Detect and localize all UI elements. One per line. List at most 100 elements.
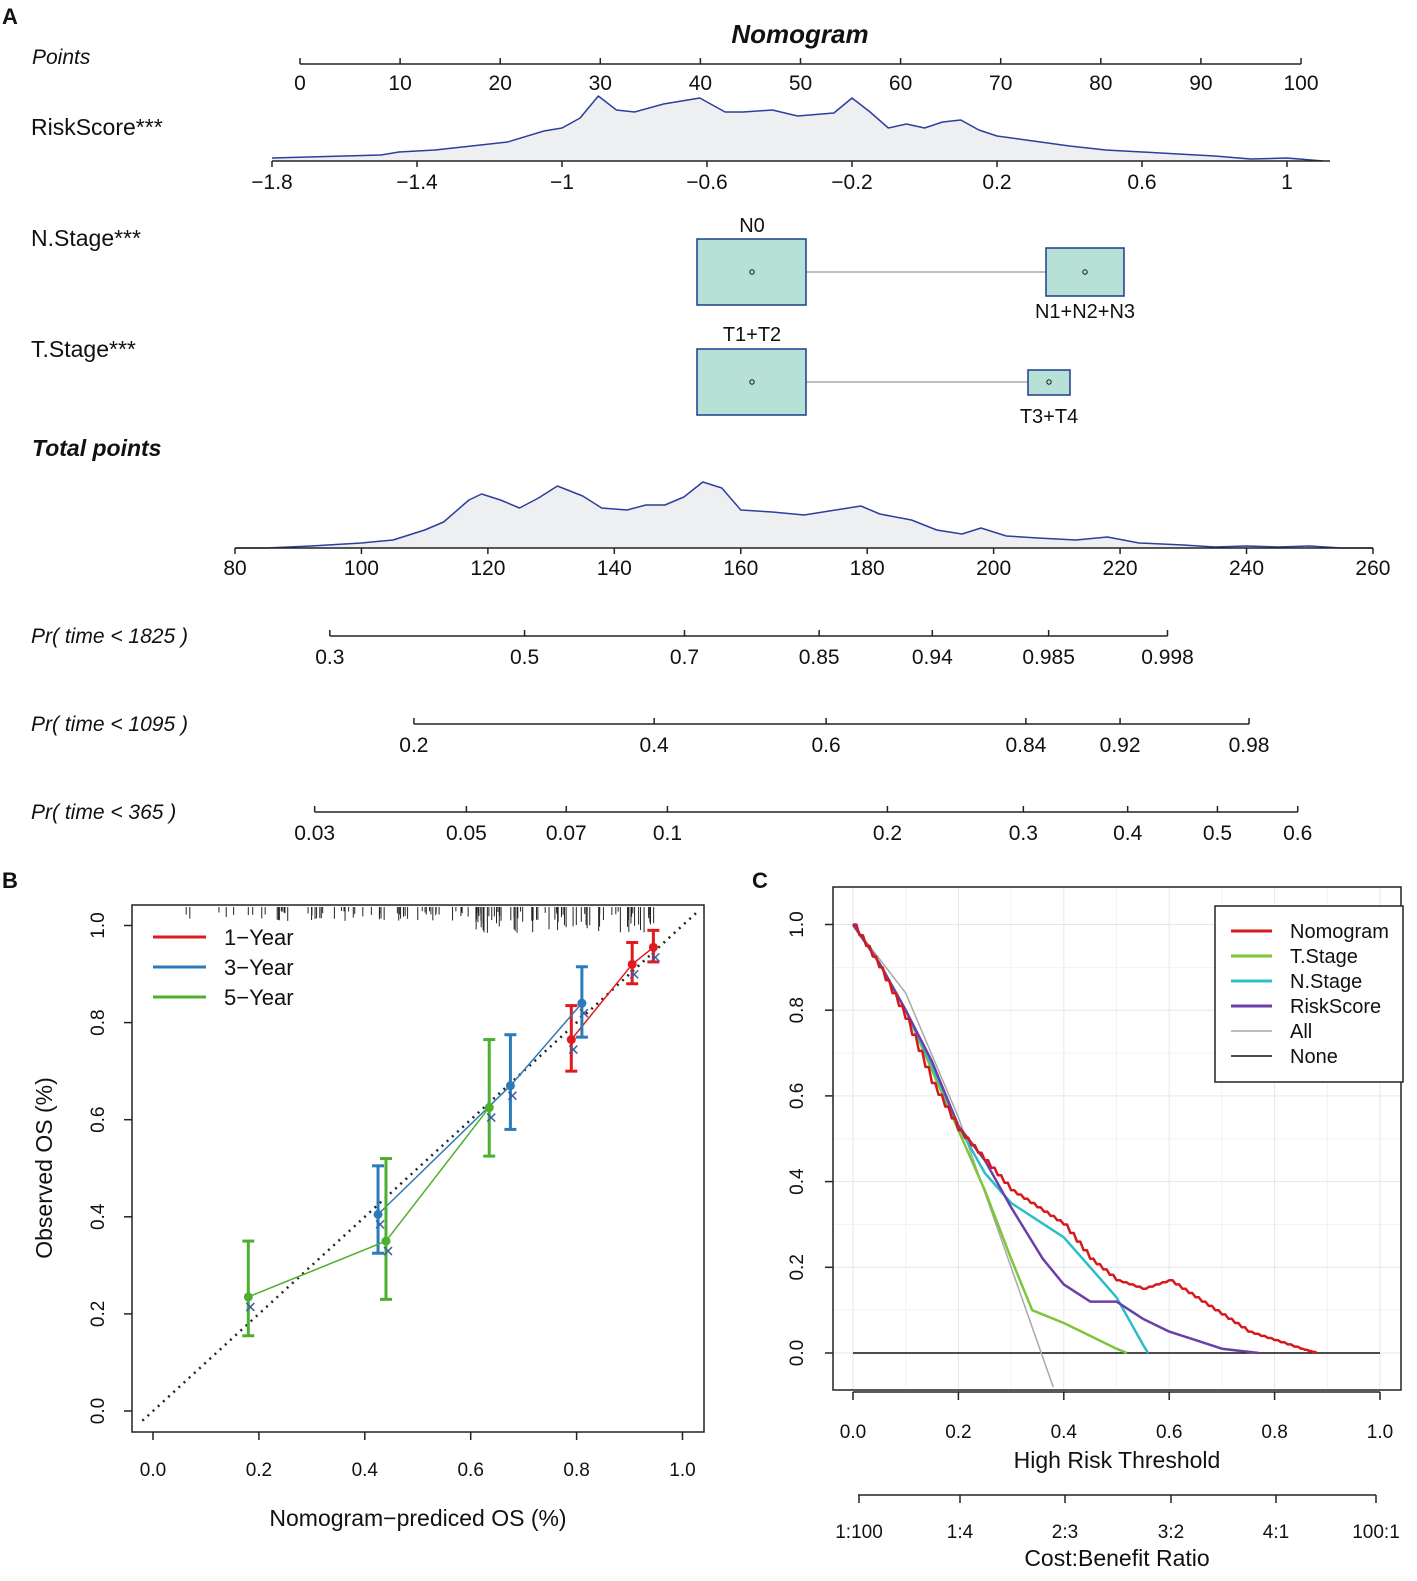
dca-curve-0 xyxy=(853,923,1318,1355)
dca-legend-label: None xyxy=(1290,1046,1338,1068)
calibration-point-2 xyxy=(484,1103,494,1113)
t-stage-point-t3-t4 xyxy=(1046,379,1052,385)
points-tick-label: 40 xyxy=(689,72,712,95)
calibration-x-marker xyxy=(486,1113,496,1123)
pr-1095-tick-label: 0.2 xyxy=(399,734,428,757)
calibration-x-marker xyxy=(568,1045,578,1055)
calibration-x-tick-label: 0.8 xyxy=(563,1460,589,1481)
calibration-x-label: Nomogram−prediced OS (%) xyxy=(269,1505,566,1531)
dca-x2-tick-label: 100:1 xyxy=(1352,1522,1400,1543)
riskscore-tick-label: −1 xyxy=(550,171,574,194)
calibration-x-marker xyxy=(383,1246,393,1256)
dca-legend-label: All xyxy=(1290,1021,1312,1043)
dca-x2-tick-label: 3:2 xyxy=(1158,1522,1184,1543)
pr-1825-tick-label: 0.85 xyxy=(799,646,840,669)
riskscore-tick-label: −0.2 xyxy=(831,171,872,194)
total-points-tick-label: 120 xyxy=(470,557,505,580)
calibration-x-tick-label: 0.6 xyxy=(457,1460,483,1481)
dca-legend-label: Nomogram xyxy=(1290,921,1389,943)
pr-1825-tick-label: 0.7 xyxy=(670,646,699,669)
panel-label-a: A xyxy=(2,4,18,29)
dca-y-tick-label: 0.4 xyxy=(787,1168,808,1195)
dca-x2-tick-label: 1:100 xyxy=(835,1522,883,1543)
n-stage-level-n0: N0 xyxy=(739,215,765,237)
pr-1825-tick-label: 0.94 xyxy=(912,646,953,669)
calibration-x-tick-label: 0.0 xyxy=(140,1460,166,1481)
riskscore-tick-label: 0.6 xyxy=(1127,171,1156,194)
pr-365-tick-label: 0.2 xyxy=(873,822,902,845)
calibration-point-0 xyxy=(627,959,637,969)
t-stage-level-t1-t2: T1+T2 xyxy=(723,324,781,346)
n-stage-box-n1 xyxy=(1045,247,1125,297)
calibration-y-tick-label: 1.0 xyxy=(88,912,109,938)
row-label-t-stage: T.Stage*** xyxy=(31,336,136,362)
riskscore-tick-label: −1.8 xyxy=(251,171,292,194)
dca-y-tick-label: 1.0 xyxy=(787,911,808,937)
dca-x2-label: Cost:Benefit Ratio xyxy=(1024,1545,1209,1571)
calibration-legend-label: 1−Year xyxy=(224,925,294,950)
calibration-x-tick-label: 0.4 xyxy=(352,1460,379,1481)
dca-x-tick-label: 0.2 xyxy=(945,1422,971,1443)
calibration-x-tick-label: 0.2 xyxy=(246,1460,272,1481)
riskscore-tick-label: 1 xyxy=(1281,171,1293,194)
calibration-point-1 xyxy=(505,1081,515,1091)
pr-1095-tick-label: 0.98 xyxy=(1229,734,1270,757)
calibration-y-label: Observed OS (%) xyxy=(31,1077,57,1259)
n-stage-point-n0 xyxy=(749,269,755,275)
total-points-tick-label: 80 xyxy=(223,557,246,580)
dca-legend-label: RiskScore xyxy=(1290,996,1381,1018)
points-tick-label: 90 xyxy=(1189,72,1212,95)
calibration-line-1 xyxy=(377,1002,583,1215)
total-points-tick-label: 260 xyxy=(1355,557,1390,580)
pr-1095-tick-label: 0.84 xyxy=(1005,734,1046,757)
row-label-pr-365: Pr( time < 365 ) xyxy=(31,801,176,824)
total-points-tick-label: 240 xyxy=(1229,557,1264,580)
calibration-x-marker xyxy=(650,952,660,962)
total-points-tick-label: 180 xyxy=(850,557,885,580)
riskscore-density-line xyxy=(271,95,1324,162)
pr-365-tick-label: 0.4 xyxy=(1113,822,1143,845)
t-stage-box-t1-t2 xyxy=(696,348,807,416)
calibration-x-marker xyxy=(507,1091,517,1101)
row-label-pr-1825: Pr( time < 1825 ) xyxy=(31,625,188,648)
calibration-legend-label: 3−Year xyxy=(224,955,294,980)
dca-x2-tick-label: 1:4 xyxy=(947,1522,974,1543)
dca-x-tick-label: 0.6 xyxy=(1156,1422,1182,1443)
calibration-x-marker xyxy=(245,1302,255,1312)
riskscore-density-fill xyxy=(272,96,1324,161)
pr-365-tick-label: 0.07 xyxy=(546,822,587,845)
total-points-tick-label: 200 xyxy=(976,557,1011,580)
calibration-x-marker xyxy=(579,1008,589,1018)
calibration-point-0 xyxy=(566,1035,576,1045)
points-tick-label: 100 xyxy=(1283,72,1318,95)
dca-x2-tick-label: 2:3 xyxy=(1052,1522,1078,1543)
riskscore-tick-label: −0.6 xyxy=(686,171,727,194)
nomogram-title: Nomogram xyxy=(731,19,868,49)
calibration-x-marker xyxy=(375,1219,385,1229)
pr-365-tick-label: 0.5 xyxy=(1203,822,1232,845)
panel-label-b: B xyxy=(2,868,18,893)
row-label-n-stage: N.Stage*** xyxy=(31,225,141,251)
total-points-density-line xyxy=(235,481,1373,549)
calibration-y-tick-label: 0.6 xyxy=(88,1106,109,1132)
calibration-plot-frame xyxy=(131,904,705,1433)
pr-365-tick-label: 0.03 xyxy=(294,822,335,845)
dca-legend-label: N.Stage xyxy=(1290,971,1362,993)
row-label-total-points: Total points xyxy=(32,435,161,461)
points-tick-label: 0 xyxy=(294,72,306,95)
n-stage-level-n1-n2-n3: N1+N2+N3 xyxy=(1035,301,1135,323)
calibration-y-tick-label: 0.2 xyxy=(88,1301,109,1327)
t-stage-point-t1-t2 xyxy=(749,379,755,385)
dca-y-tick-label: 0.0 xyxy=(787,1340,808,1366)
dca-y-tick-label: 0.6 xyxy=(787,1083,808,1109)
dca-y-tick-label: 0.2 xyxy=(787,1254,808,1280)
n-stage-point-n1 xyxy=(1082,269,1088,275)
dca-x-tick-label: 0.0 xyxy=(840,1422,866,1443)
dca-curve-4 xyxy=(852,924,1055,1388)
calibration-point-2 xyxy=(381,1236,391,1246)
total-points-tick-label: 100 xyxy=(344,557,379,580)
row-label-pr-1095: Pr( time < 1095 ) xyxy=(31,713,188,736)
points-tick-label: 80 xyxy=(1089,72,1112,95)
dca-y-tick-label: 0.8 xyxy=(787,997,808,1023)
